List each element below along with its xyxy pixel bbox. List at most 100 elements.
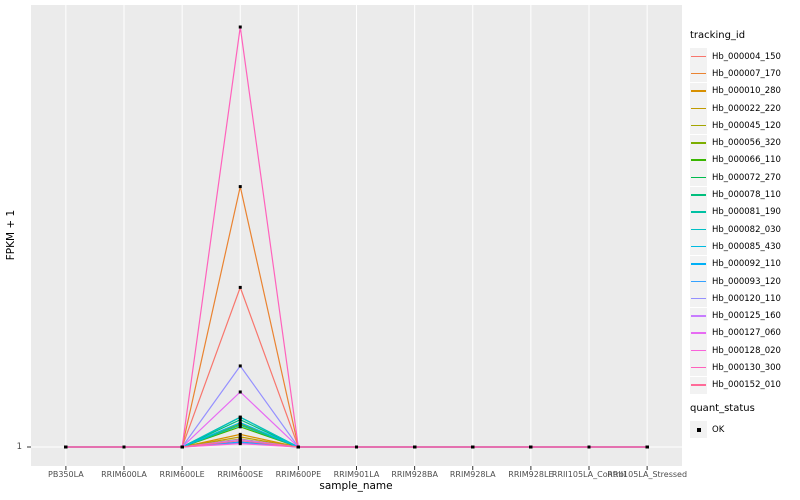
legend-item-Hb_000081_190: Hb_000081_190 [690, 203, 781, 221]
x-axis-title: sample_name [319, 480, 393, 492]
legend-item-Hb_000130_300: Hb_000130_300 [690, 359, 781, 377]
data-point [413, 445, 417, 449]
x-tick-label: RRII105LA_Control [551, 470, 627, 479]
x-tick-label: RRIM600LA [101, 470, 147, 479]
legend-label: Hb_000022_220 [712, 103, 781, 114]
legend-key-line-icon [691, 194, 706, 196]
legend-key-line-icon [691, 72, 706, 75]
legend-label: Hb_000093_120 [712, 276, 781, 287]
legend-key-line-icon [691, 315, 706, 317]
legend-item-Hb_000127_060: Hb_000127_060 [690, 324, 781, 342]
legend-label: Hb_000045_120 [712, 120, 781, 131]
legend-key-box [690, 117, 707, 135]
legend-item-Hb_000128_020: Hb_000128_020 [690, 342, 781, 360]
legend-label: Hb_000072_270 [712, 172, 781, 183]
legend-item-ok: OK [690, 421, 755, 439]
y-axis-title: FPKM + 1 [5, 209, 17, 261]
legend-key-line-icon [691, 228, 706, 231]
legend-tracking-id: tracking_id Hb_000004_150 Hb_000007_170 Hb… [690, 30, 781, 394]
data-point [238, 415, 242, 419]
legend-key-line-icon [691, 332, 706, 334]
legend-item-Hb_000045_120: Hb_000045_120 [690, 117, 781, 135]
legend-key-box [690, 421, 707, 439]
data-point [238, 418, 242, 422]
legend-key-line-icon [691, 176, 706, 179]
data-point [238, 425, 242, 429]
legend-label: Hb_000120_110 [712, 293, 781, 304]
legend-label: Hb_000092_110 [712, 259, 781, 270]
legend-key-box [690, 376, 707, 394]
x-tick-label: RRIM600SE [217, 470, 264, 479]
legend-key-line-icon [691, 245, 706, 248]
data-point [180, 445, 184, 449]
y-tick-label: 1 [16, 442, 22, 452]
data-point [64, 445, 68, 449]
x-tick-label: RRIM600PE [275, 470, 322, 479]
legend-key-line-icon [691, 263, 706, 265]
legend-key-box [690, 307, 707, 325]
legend-key-box [690, 151, 707, 169]
legend-item-Hb_000072_270: Hb_000072_270 [690, 169, 781, 187]
legend-key-box [690, 48, 707, 66]
data-point [645, 445, 649, 449]
black-square-marker-icon [696, 427, 701, 432]
legend-item-Hb_000007_170: Hb_000007_170 [690, 65, 781, 83]
legend-item-Hb_000152_010: Hb_000152_010 [690, 376, 781, 394]
legend-title-tracking-id: tracking_id [690, 30, 746, 41]
x-tick-label: RRIM901LA [333, 470, 380, 479]
legend-item-Hb_000082_030: Hb_000082_030 [690, 221, 781, 239]
legend-key-box [690, 134, 707, 152]
data-point [122, 445, 126, 449]
legend-label: Hb_000056_320 [712, 138, 781, 149]
legend-key-box [690, 255, 707, 273]
data-point [238, 435, 242, 439]
legend-key-box [690, 221, 707, 239]
legend-quant-status: quant_status OK [690, 403, 755, 439]
legend-item-Hb_000093_120: Hb_000093_120 [690, 273, 781, 290]
legend-label: Hb_000082_030 [712, 224, 781, 235]
legend-item-Hb_000092_110: Hb_000092_110 [690, 255, 781, 273]
legend-key-line-icon [691, 211, 706, 213]
x-tick-label: RRIM928BA [391, 470, 438, 479]
legend-items: Hb_000004_150 Hb_000007_170 Hb_000010_280 H… [690, 48, 781, 394]
legend-item-Hb_000120_110: Hb_000120_110 [690, 290, 781, 308]
data-point [238, 25, 242, 29]
legend-key-box [690, 290, 707, 308]
legend-key-line-icon [691, 366, 706, 369]
legend-label: Hb_000085_430 [712, 241, 781, 252]
data-point [238, 285, 242, 289]
legend-label: Hb_000004_150 [712, 51, 781, 62]
data-point [238, 439, 242, 443]
legend-key-line-icon [691, 90, 706, 92]
x-tick-label: RRII105LA_Stressed [607, 470, 688, 479]
legend-key-box [690, 273, 707, 290]
legend-key-box [690, 82, 707, 100]
legend-key-box [690, 324, 707, 342]
legend-item-Hb_000066_110: Hb_000066_110 [690, 151, 781, 169]
legend-key-line-icon [691, 124, 706, 127]
x-tick-label: RRIM928LE [508, 470, 554, 479]
legend-key-box [690, 186, 707, 204]
data-point [587, 445, 591, 449]
legend-key-box [690, 203, 707, 221]
legend-label: Hb_000127_060 [712, 328, 781, 339]
legend-key-box [690, 65, 707, 83]
legend-label: Hb_000130_300 [712, 362, 781, 373]
legend-title-quant-status: quant_status [690, 403, 755, 414]
legend-key-line-icon [691, 349, 706, 352]
legend-label: Hb_000066_110 [712, 155, 781, 166]
legend-key-box [690, 359, 707, 377]
legend-key-line-icon [691, 142, 706, 144]
legend-key-line-icon [691, 55, 706, 58]
legend-label: Hb_000152_010 [712, 380, 781, 391]
data-point [238, 423, 242, 427]
data-point [296, 445, 300, 449]
legend-key-box [690, 169, 707, 187]
legend-key-box [690, 342, 707, 360]
legend-key-line-icon [691, 297, 706, 300]
legend-item-Hb_000085_430: Hb_000085_430 [690, 238, 781, 256]
data-point [355, 445, 358, 449]
legend-item-Hb_000078_110: Hb_000078_110 [690, 186, 781, 204]
data-point [529, 445, 533, 449]
